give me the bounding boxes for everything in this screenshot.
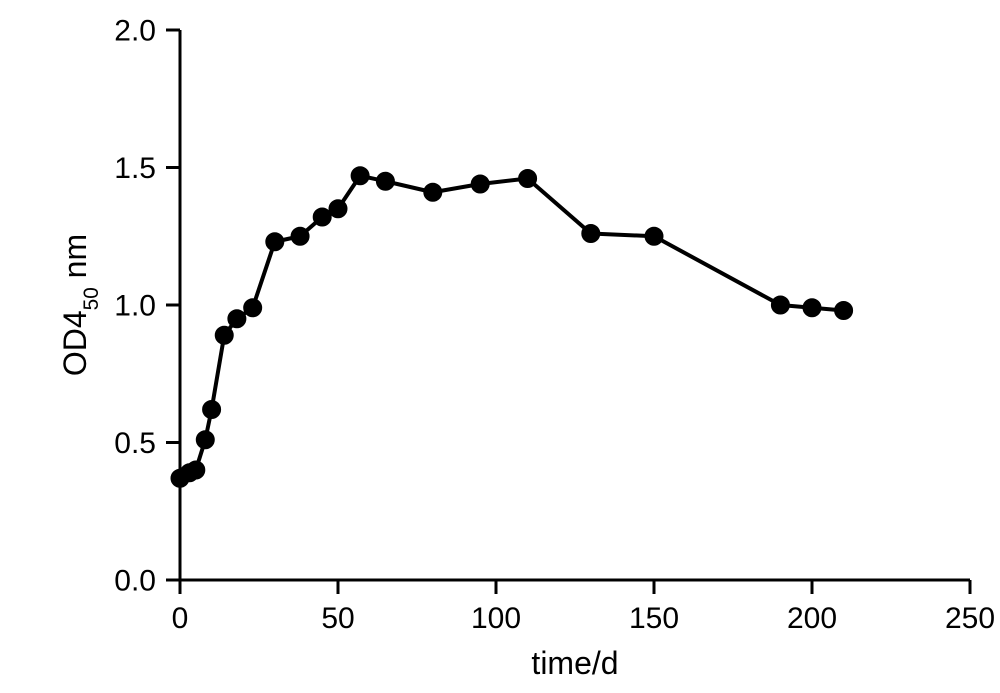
data-marker [215,326,233,344]
x-axis-label: time/d [531,645,618,681]
x-tick-label: 250 [945,602,995,635]
y-axis-label: OD450 nm [57,234,103,376]
data-marker [645,227,663,245]
data-marker [471,175,489,193]
y-tick-label: 1.0 [114,290,156,323]
data-marker [196,431,214,449]
x-tick-label: 100 [471,602,521,635]
data-marker [228,310,246,328]
data-marker [187,461,205,479]
y-tick-label: 0.0 [114,565,156,598]
y-tick-label: 1.5 [114,152,156,185]
x-tick-label: 50 [321,602,354,635]
data-marker [835,302,853,320]
data-marker [582,225,600,243]
chart-container: 0 50 100 150 200 250 0.0 0.5 1.0 1.5 2.0 time/d OD45… [0,0,1000,693]
x-tick-label: 200 [787,602,837,635]
x-tick-label: 150 [629,602,679,635]
data-marker [203,401,221,419]
y-tick-label: 0.5 [114,427,156,460]
data-marker [376,172,394,190]
data-marker [803,299,821,317]
y-tick-label: 2.0 [114,15,156,48]
data-marker [244,299,262,317]
data-marker [291,227,309,245]
data-line [180,176,844,479]
line-chart: 0 50 100 150 200 250 0.0 0.5 1.0 1.5 2.0 time/d OD45… [0,0,1000,693]
data-marker [313,208,331,226]
data-marker [424,183,442,201]
data-marker [771,296,789,314]
data-marker [266,233,284,251]
x-tick-label: 0 [172,602,189,635]
data-marker [351,167,369,185]
data-marker [519,170,537,188]
data-marker [329,200,347,218]
